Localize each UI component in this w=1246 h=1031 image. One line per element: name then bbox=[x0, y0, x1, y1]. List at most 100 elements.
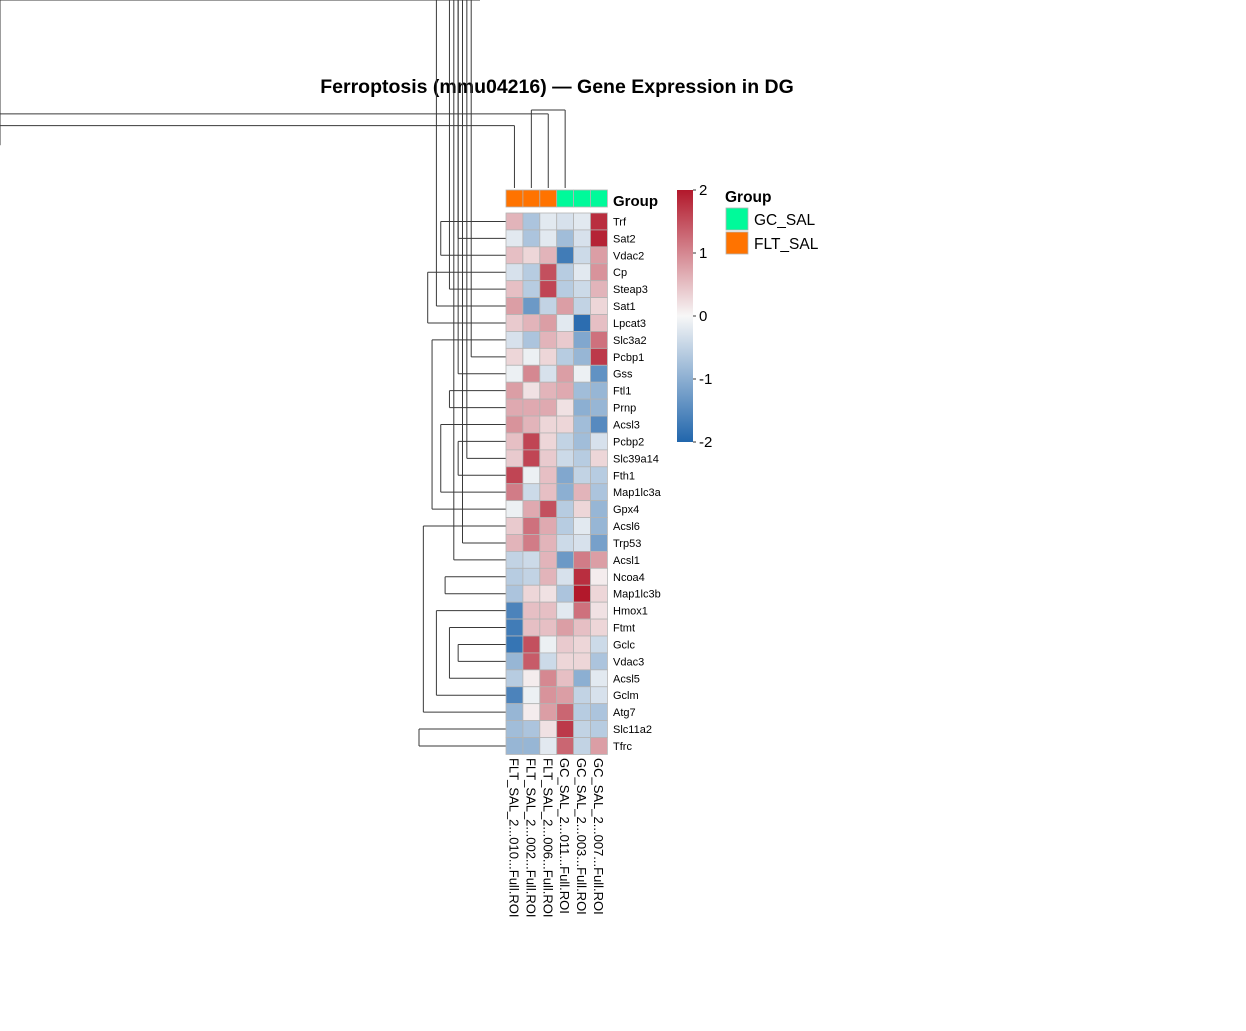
row-label: Acsl6 bbox=[613, 521, 640, 533]
heatmap-cell bbox=[556, 551, 575, 569]
heatmap-cell bbox=[590, 364, 608, 383]
heatmap-cell bbox=[539, 246, 558, 265]
heatmap-cell bbox=[522, 483, 541, 502]
heatmap-cell bbox=[505, 669, 524, 688]
heatmap-cell bbox=[505, 652, 524, 671]
column-label: GC_SAL_2...003...Full.ROI bbox=[574, 758, 589, 915]
heatmap-cell bbox=[590, 584, 608, 603]
column-label: FLT_SAL_2...006...Full.ROI bbox=[540, 758, 555, 917]
heatmap-cell bbox=[539, 483, 558, 502]
heatmap-cell bbox=[573, 263, 591, 282]
row-label: Acsl5 bbox=[613, 673, 640, 685]
heatmap-cell bbox=[505, 449, 524, 468]
heatmap-cell bbox=[539, 534, 558, 552]
heatmap-cell bbox=[539, 618, 558, 637]
heatmap-cell bbox=[539, 331, 558, 349]
chart-title: Ferroptosis (mmu04216) — Gene Expression… bbox=[320, 76, 794, 98]
heatmap-cell bbox=[573, 381, 591, 400]
heatmap-cell bbox=[505, 212, 524, 231]
heatmap-cell bbox=[522, 432, 541, 451]
heatmap-cell bbox=[505, 381, 524, 400]
heatmap-cell bbox=[522, 364, 541, 383]
heatmap-cell bbox=[539, 297, 558, 315]
heatmap-cell bbox=[556, 720, 575, 738]
heatmap-cell bbox=[573, 686, 591, 705]
heatmap-cell bbox=[573, 720, 591, 738]
heatmap-cell bbox=[590, 686, 608, 705]
heatmap-cell bbox=[573, 551, 591, 569]
heatmap-cell bbox=[522, 703, 541, 721]
heatmap-cell bbox=[556, 737, 575, 755]
heatmap-cell bbox=[556, 297, 575, 315]
row-label: Gclc bbox=[613, 639, 636, 651]
heatmap-cell bbox=[590, 500, 608, 518]
heatmap-cell bbox=[505, 483, 524, 502]
heatmap-cell bbox=[522, 720, 541, 738]
row-label: Gpx4 bbox=[613, 504, 639, 516]
heatmap-cell bbox=[573, 517, 591, 535]
heatmap-cell bbox=[522, 601, 541, 620]
heatmap-cell bbox=[590, 737, 608, 755]
heatmap-cell bbox=[522, 246, 541, 265]
heatmap-cell bbox=[573, 280, 591, 298]
heatmap-cell bbox=[573, 652, 591, 671]
heatmap-cell bbox=[522, 567, 541, 586]
heatmap-cell bbox=[573, 534, 591, 552]
heatmap-cell bbox=[590, 415, 608, 434]
heatmap-cell bbox=[573, 364, 591, 383]
legend-swatch bbox=[725, 207, 749, 231]
heatmap-cell bbox=[505, 297, 524, 315]
heatmap-cell bbox=[573, 584, 591, 603]
heatmap-cell bbox=[556, 314, 575, 332]
row-label: Prnp bbox=[613, 403, 636, 415]
heatmap-cell bbox=[539, 381, 558, 400]
heatmap-cell bbox=[539, 686, 558, 705]
heatmap-cell bbox=[556, 686, 575, 705]
heatmap-cell bbox=[590, 567, 608, 586]
annotation-cell bbox=[573, 189, 591, 208]
row-label: Slc11a2 bbox=[613, 724, 652, 736]
heatmap-cell bbox=[590, 229, 608, 248]
heatmap-cell bbox=[573, 229, 591, 248]
heatmap-cell bbox=[573, 601, 591, 620]
heatmap-cell bbox=[573, 347, 591, 366]
legend-swatch bbox=[725, 231, 749, 255]
heatmap-cell bbox=[590, 652, 608, 671]
heatmap-cell bbox=[539, 212, 558, 231]
annotation-cell bbox=[505, 189, 524, 208]
heatmap-cell bbox=[522, 652, 541, 671]
heatmap-cell bbox=[573, 398, 591, 417]
heatmap-cell bbox=[539, 314, 558, 332]
heatmap-cell bbox=[505, 331, 524, 349]
row-label: Map1lc3b bbox=[613, 589, 661, 601]
heatmap-cell bbox=[573, 483, 591, 502]
heatmap-cell bbox=[556, 618, 575, 637]
heatmap-cell bbox=[590, 246, 608, 265]
heatmap-cell bbox=[556, 432, 575, 451]
heatmap-cell bbox=[505, 720, 524, 738]
heatmap-cell bbox=[505, 246, 524, 265]
legend-title: Group bbox=[725, 189, 772, 206]
heatmap-cell bbox=[590, 703, 608, 721]
heatmap-cell bbox=[590, 449, 608, 468]
row-label: Slc39a14 bbox=[613, 453, 659, 465]
colorbar-tick-label: -1 bbox=[699, 371, 712, 388]
column-labels: FLT_SAL_2...010...Full.ROI FLT_SAL_2...00… bbox=[506, 758, 606, 917]
heatmap-cell bbox=[556, 635, 575, 654]
annotation-label: Group bbox=[613, 193, 658, 210]
heatmap-cells bbox=[505, 212, 608, 755]
heatmap-cell bbox=[505, 229, 524, 248]
heatmap-cell bbox=[539, 669, 558, 688]
heatmap-cell bbox=[573, 703, 591, 721]
row-dendrogram bbox=[0, 0, 506, 747]
heatmap-cell bbox=[522, 263, 541, 282]
heatmap-cell bbox=[590, 398, 608, 417]
heatmap-cell bbox=[505, 567, 524, 586]
group-annotation-bar bbox=[505, 189, 608, 208]
heatmap-cell bbox=[590, 720, 608, 738]
heatmap-cell bbox=[522, 517, 541, 535]
row-label: Tfrc bbox=[613, 741, 632, 753]
row-label: Pcbp2 bbox=[613, 436, 644, 448]
heatmap-cell bbox=[573, 331, 591, 349]
